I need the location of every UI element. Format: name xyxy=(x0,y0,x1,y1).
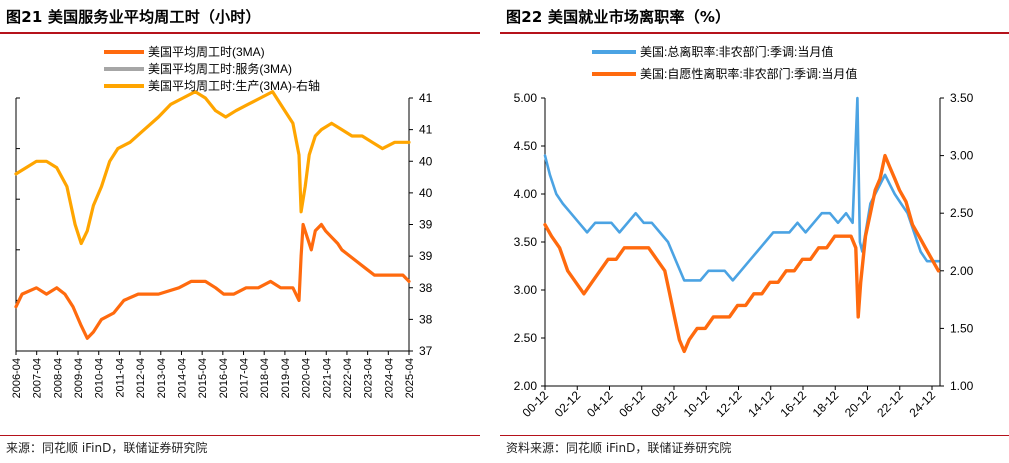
series-line xyxy=(14,90,411,246)
chart-panel-right: 图22 美国就业市场离职率（%） 2.00 2.50 3.00 3.50 4.00 4.5… xyxy=(500,0,1009,463)
x-tick-label: 2010-04 xyxy=(94,358,106,398)
x-tick-label: 2016-04 xyxy=(218,358,230,398)
chart-panel-left: 图21 美国服务业平均周工时（小时） 37 38 38 39 39 40 40 41 41 200… xyxy=(0,0,480,463)
x-tick-label: 2012-04 xyxy=(135,358,147,398)
left-tick-label: 2.00 xyxy=(514,379,538,393)
x-tick-label: 20-12 xyxy=(842,388,874,420)
right-tick-label: 41 xyxy=(419,91,433,105)
source-rule xyxy=(0,435,480,436)
x-tick-label: 14-12 xyxy=(745,388,777,420)
x-tick-label: 2009-04 xyxy=(73,358,85,398)
quit-rate-chart: 2.00 2.50 3.00 3.50 4.00 4.50 5.00 1.00 1.50 2.00… xyxy=(514,44,974,420)
right-tick-label: 39 xyxy=(419,218,433,232)
right-tick-label: 2.00 xyxy=(950,264,974,278)
x-tick-label: 2008-04 xyxy=(52,358,64,398)
right-tick-label: 2.50 xyxy=(950,206,974,220)
x-tick-label: 12-12 xyxy=(713,388,745,420)
x-tick-label: 06-12 xyxy=(616,388,648,420)
x-tick-label: 2019-04 xyxy=(280,358,292,398)
series-line xyxy=(543,96,940,282)
x-tick-label: 2014-04 xyxy=(176,358,188,398)
left-tick-label: 5.00 xyxy=(514,91,538,105)
left-tick-label: 4.00 xyxy=(514,187,538,201)
x-tick-label: 2011-04 xyxy=(114,358,126,398)
x-tick-label: 16-12 xyxy=(778,388,810,420)
figure-title: 图21 美国服务业平均周工时（小时） xyxy=(6,8,261,26)
x-tick-label: 04-12 xyxy=(584,388,616,420)
right-tick-label: 1.50 xyxy=(950,321,974,335)
legend-label: 美国:自愿性离职率:非农部门:季调:当月值 xyxy=(640,66,857,81)
right-tick-label: 40 xyxy=(419,154,433,168)
x-tick-label: 2025-04 xyxy=(404,358,416,398)
x-tick-label: 2023-04 xyxy=(363,358,375,398)
right-tick-label: 39 xyxy=(419,249,433,263)
right-tick-label: 1.00 xyxy=(950,379,974,393)
left-tick-label: 3.50 xyxy=(514,235,538,249)
right-tick-label: 40 xyxy=(419,186,433,200)
figure-title: 图22 美国就业市场离职率（%） xyxy=(506,8,731,26)
left-tick-label: 2.50 xyxy=(514,331,538,345)
left-tick-label: 3.00 xyxy=(514,283,538,297)
x-tick-label: 2017-04 xyxy=(239,358,251,398)
legend-label: 美国平均周工时(3MA) xyxy=(148,45,265,59)
right-tick-label: 41 xyxy=(419,123,433,137)
x-tick-label: 10-12 xyxy=(681,388,713,420)
x-tick-label: 18-12 xyxy=(810,388,842,420)
hours-chart: 37 38 38 39 39 40 40 41 41 2006-04 2007-04 2008-04 2… xyxy=(11,45,433,398)
series-line xyxy=(14,222,411,340)
series-line xyxy=(543,153,941,354)
legend-label: 美国平均周工时:服务(3MA) xyxy=(148,61,292,76)
right-tick-label: 3.00 xyxy=(950,149,974,163)
x-tick-label: 2024-04 xyxy=(383,358,395,398)
x-tick-label: 08-12 xyxy=(649,388,681,420)
right-tick-label: 38 xyxy=(419,312,433,326)
x-tick-label: 2013-04 xyxy=(156,358,168,398)
legend-label: 美国平均周工时:生产(3MA)-右轴 xyxy=(148,78,320,93)
x-tick-label: 2021-04 xyxy=(321,358,333,398)
source-note: 资料来源：同花顺 iFinD，联储证券研究院 xyxy=(506,441,732,455)
x-tick-label: 2018-04 xyxy=(259,358,271,398)
legend-label: 美国:总离职率:非农部门:季调:当月值 xyxy=(640,44,833,59)
right-tick-label: 3.50 xyxy=(950,91,974,105)
x-tick-label: 22-12 xyxy=(874,388,906,420)
x-tick-label: 2022-04 xyxy=(342,358,354,398)
x-tick-label: 2020-04 xyxy=(301,358,313,398)
title-rule xyxy=(500,32,1009,34)
left-tick-label: 4.50 xyxy=(514,139,538,153)
title-rule xyxy=(0,32,480,34)
x-tick-label: 24-12 xyxy=(907,388,939,420)
right-tick-label: 37 xyxy=(419,344,433,358)
x-tick-label: 02-12 xyxy=(552,388,584,420)
right-tick-label: 38 xyxy=(419,281,433,295)
x-tick-label: 2006-04 xyxy=(11,358,23,398)
x-tick-label: 2015-04 xyxy=(197,358,209,398)
source-note: 来源：同花顺 iFinD，联储证券研究院 xyxy=(6,441,208,455)
x-tick-label: 2007-04 xyxy=(32,358,44,398)
source-rule xyxy=(500,435,1009,436)
